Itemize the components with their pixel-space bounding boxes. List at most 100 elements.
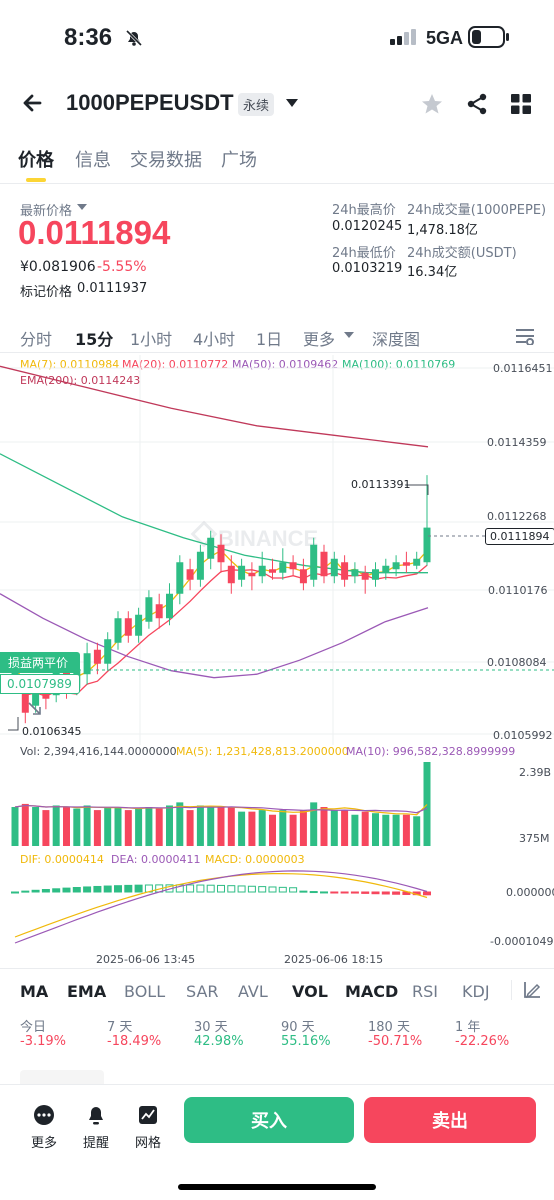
time-axis-label: 2025-06-06 13:45	[96, 953, 196, 966]
current-price-tag[interactable]: 0.0111894	[485, 528, 554, 545]
macd-bar	[31, 889, 40, 893]
status-time: 8:36	[64, 24, 113, 51]
macd-bar	[278, 886, 287, 893]
symbol-title[interactable]: 1000PEPEUSDT	[66, 90, 234, 115]
price-change: -5.55%	[97, 259, 147, 275]
latest-price-label[interactable]: 最新价格	[20, 204, 73, 219]
indicator-vol[interactable]: VOL	[292, 982, 328, 1001]
volume-bar	[402, 814, 410, 846]
macd-bar	[186, 884, 195, 893]
candle-body	[330, 558, 338, 577]
perf-1y-value: -22.26%	[455, 1034, 510, 1049]
indicator-macd[interactable]: MACD	[345, 982, 399, 1001]
volume-legend: Vol: 2,394,416,144.0000000	[20, 745, 177, 758]
tab-square[interactable]: 广场	[221, 150, 257, 171]
macd-bar	[217, 884, 225, 893]
candle-body	[104, 639, 112, 664]
low-marker	[8, 717, 19, 731]
volume-ma10-line	[14, 804, 428, 814]
amount-24h: 16.34亿	[407, 265, 458, 280]
volume-axis-label: 2.39B	[519, 766, 552, 779]
tab-price[interactable]: 价格	[18, 150, 54, 171]
star-icon[interactable]	[420, 92, 444, 116]
volume-bar	[341, 810, 349, 846]
indicator-kdj[interactable]: KDJ	[462, 982, 490, 1001]
caret-down-icon[interactable]	[285, 97, 299, 109]
volume-bar	[114, 807, 122, 846]
price-chart[interactable]: BINANCE	[0, 355, 554, 745]
tab-trading-data[interactable]: 交易数据	[130, 150, 202, 171]
indicator-avl[interactable]: AVL	[238, 982, 268, 1001]
macd-bar	[83, 886, 92, 893]
volume-ma10-legend: MA(10): 996,582,328.8999999	[346, 745, 516, 758]
perf-7d-label: 7 天	[107, 1020, 133, 1035]
volume-axis-label: 375M	[519, 832, 550, 845]
perf-7d-value: -18.49%	[107, 1034, 162, 1049]
collapse-arrow-icon[interactable]	[26, 700, 44, 718]
indicator-sar[interactable]: SAR	[186, 982, 219, 1001]
indicator-rsi[interactable]: RSI	[412, 982, 438, 1001]
buy-button[interactable]: 买入	[184, 1097, 354, 1143]
volume-bar	[330, 810, 338, 846]
volume-bar	[361, 811, 369, 846]
tab-info[interactable]: 信息	[75, 150, 111, 171]
candle-body	[238, 565, 246, 580]
perf-today-label: 今日	[20, 1020, 47, 1035]
high-annotation: 0.0113391	[351, 478, 411, 491]
watermark-text: BINANCE	[218, 526, 318, 551]
volume-bar	[279, 810, 287, 846]
grid-bot-button[interactable]: 网格	[126, 1104, 170, 1151]
volume-bar	[372, 813, 379, 846]
caret-down-icon[interactable]	[77, 203, 87, 211]
volume-bar	[382, 814, 390, 846]
candle-body	[176, 562, 184, 594]
depth-chart-tab[interactable]: 深度图	[372, 330, 421, 349]
sell-button[interactable]: 卖出	[364, 1097, 536, 1143]
volume-bar	[63, 807, 70, 846]
macd-dea-legend: DEA: 0.0000411	[111, 853, 201, 866]
low-24h: 0.0103219	[332, 261, 403, 276]
interval-4h[interactable]: 4小时	[193, 330, 236, 349]
chart-settings-icon[interactable]	[514, 327, 536, 345]
indicator-ema[interactable]: EMA	[67, 982, 107, 1001]
breakeven-price[interactable]: 0.0107989	[0, 674, 80, 694]
more-button[interactable]: 更多	[22, 1104, 66, 1151]
candle-body	[279, 562, 287, 573]
grid-bot-icon	[139, 1106, 157, 1124]
volume-bar	[320, 807, 328, 846]
caret-down-icon[interactable]	[344, 331, 354, 339]
divider	[0, 968, 554, 969]
macd-bar	[309, 891, 318, 894]
alert-button[interactable]: 提醒	[74, 1104, 118, 1151]
interval-1d[interactable]: 1日	[256, 330, 283, 349]
candle-body	[310, 544, 318, 580]
candle-body	[289, 562, 297, 570]
legend-ema200: EMA(200): 0.0114243	[20, 374, 141, 387]
share-icon[interactable]	[465, 92, 489, 116]
candle-body	[196, 551, 204, 580]
tab-indicator	[26, 178, 46, 182]
volume-ma-lines	[14, 804, 428, 816]
network-type: 5GA	[426, 28, 464, 48]
more-dots-icon	[34, 1105, 54, 1125]
grid-menu-icon[interactable]	[510, 93, 532, 115]
breakeven-label[interactable]: 损益两平价	[0, 652, 80, 673]
interval-1h[interactable]: 1小时	[130, 330, 173, 349]
candle-body	[124, 618, 132, 636]
macd-bar	[114, 885, 122, 893]
indicator-ma[interactable]: MA	[20, 982, 49, 1001]
interval-line[interactable]: 分时	[20, 330, 53, 349]
high-24h: 0.0120245	[332, 219, 403, 234]
back-arrow-icon[interactable]	[18, 88, 48, 118]
macd-bar	[392, 891, 401, 895]
volume-bar	[392, 814, 400, 846]
volume-bar	[21, 803, 29, 846]
high-marker	[405, 484, 429, 495]
indicator-boll[interactable]: BOLL	[124, 982, 166, 1001]
macd-lines	[14, 870, 428, 944]
interval-more[interactable]: 更多	[303, 330, 336, 349]
perf-180d-value: -50.71%	[368, 1034, 423, 1049]
interval-15m[interactable]: 15分	[75, 330, 114, 349]
indicator-settings-icon[interactable]	[522, 980, 542, 1000]
volume-bar	[299, 810, 307, 846]
